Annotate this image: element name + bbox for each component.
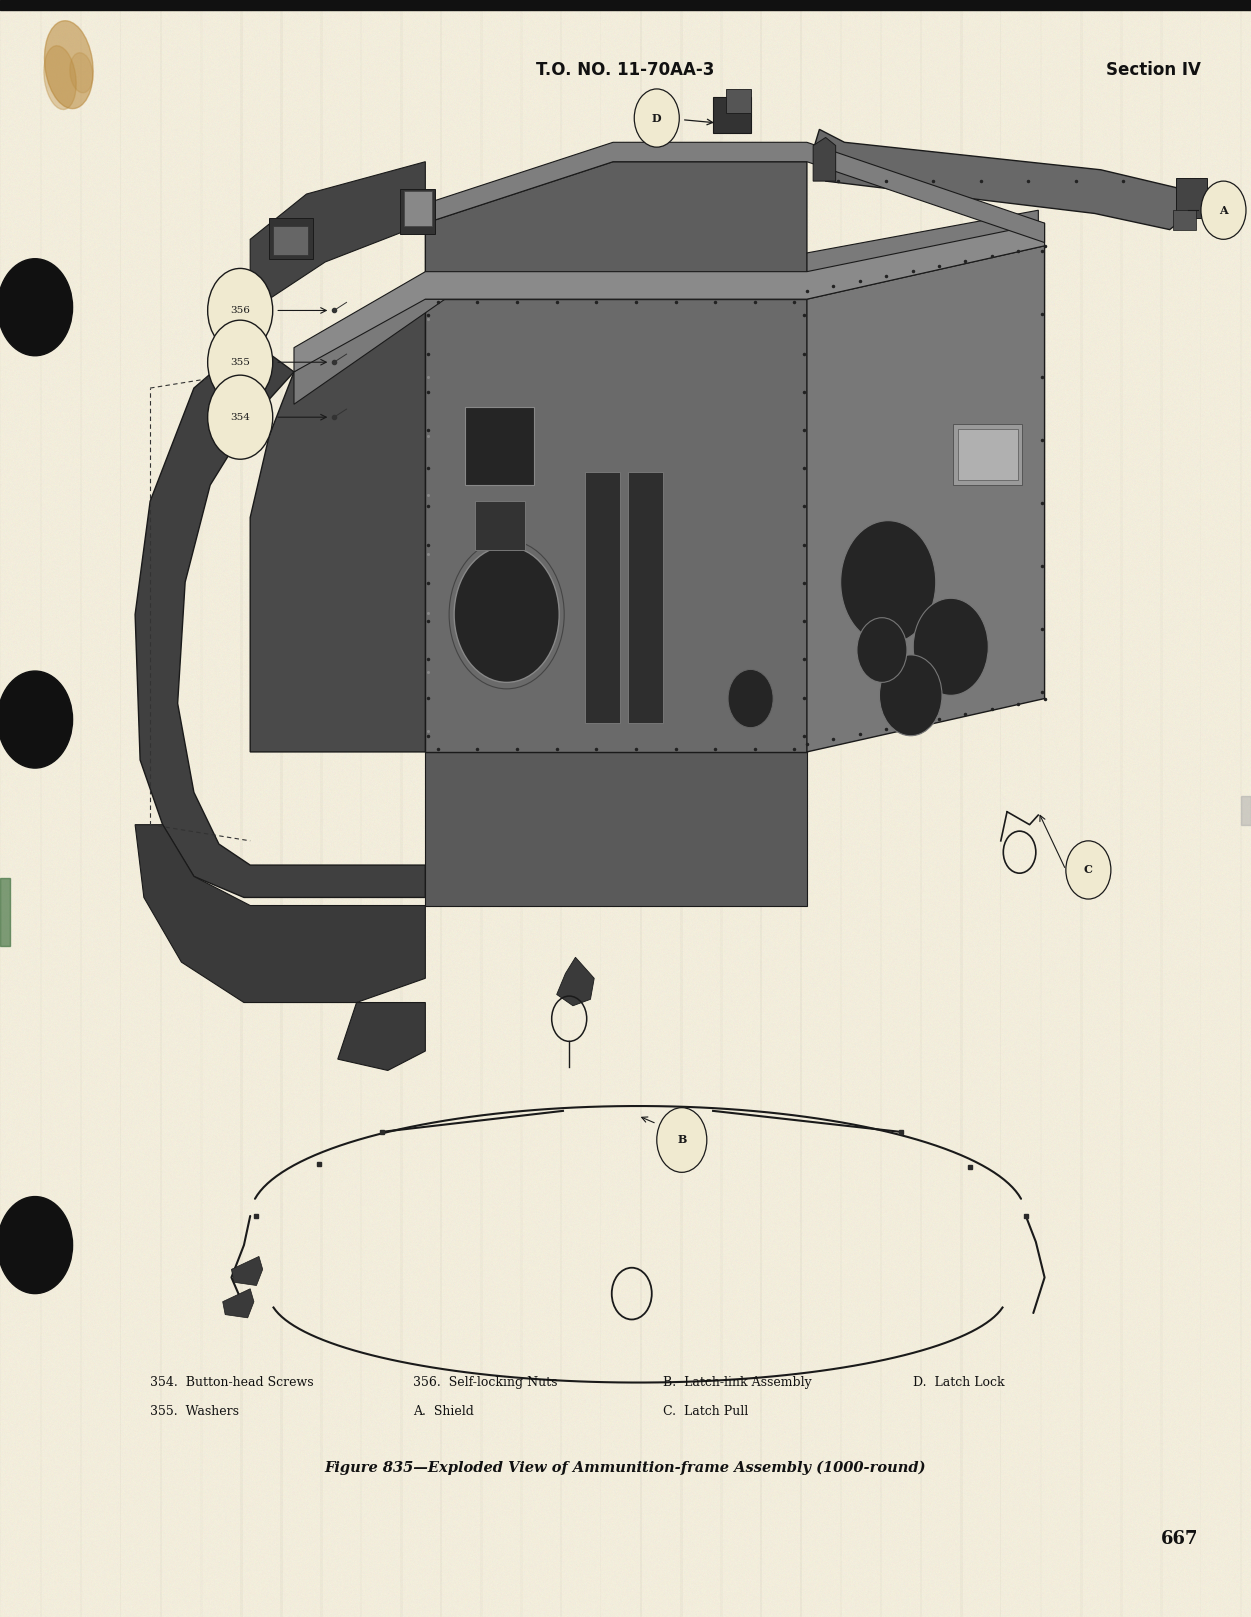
Bar [1176,178,1207,218]
Polygon shape [250,299,425,752]
Bar [0,0,1251,10]
Circle shape [841,521,936,644]
Bar [404,191,432,226]
Bar [1173,210,1196,230]
Text: 667: 667 [1161,1530,1198,1549]
Polygon shape [135,340,425,897]
Text: 354: 354 [230,412,250,422]
Text: B: B [677,1135,687,1145]
Circle shape [728,669,773,728]
Circle shape [0,1197,73,1294]
Text: C: C [1083,865,1093,875]
Polygon shape [811,129,1195,230]
Circle shape [857,618,907,682]
Bar [475,501,525,550]
Text: 356.  Self-locking Nuts: 356. Self-locking Nuts [413,1376,558,1389]
Bar [400,189,435,234]
Text: A: A [1220,205,1227,215]
Polygon shape [294,223,1045,372]
Bar [269,218,313,259]
Polygon shape [135,825,425,1003]
Polygon shape [425,142,1045,243]
Bar [465,407,534,485]
Ellipse shape [45,21,93,108]
Polygon shape [813,137,836,181]
Text: C.  Latch Pull: C. Latch Pull [663,1405,748,1418]
Text: 356: 356 [230,306,250,315]
Bar [958,429,1018,480]
Bar [726,89,751,113]
Circle shape [634,89,679,147]
Circle shape [1201,181,1246,239]
Polygon shape [425,752,807,906]
Polygon shape [294,210,1038,404]
Polygon shape [231,1256,263,1286]
Polygon shape [338,1003,425,1070]
Bar [628,472,663,723]
Circle shape [454,547,559,682]
Circle shape [0,259,73,356]
Polygon shape [807,246,1045,752]
Text: 354.  Button-head Screws: 354. Button-head Screws [150,1376,314,1389]
Bar [713,97,751,133]
Polygon shape [557,957,594,1006]
Text: D: D [652,113,662,123]
Bar [585,472,620,723]
Ellipse shape [70,53,93,92]
Text: T.O. NO. 11-70AA-3: T.O. NO. 11-70AA-3 [537,60,714,79]
Text: 355.  Washers: 355. Washers [150,1405,239,1418]
Text: Section IV: Section IV [1106,60,1201,79]
Text: 355: 355 [230,357,250,367]
Polygon shape [223,1289,254,1318]
Circle shape [657,1108,707,1172]
Polygon shape [425,162,807,299]
Circle shape [879,655,942,736]
Circle shape [208,268,273,353]
Polygon shape [250,162,425,372]
Polygon shape [425,299,807,752]
Circle shape [208,375,273,459]
Circle shape [208,320,273,404]
Ellipse shape [44,45,76,110]
Circle shape [0,671,73,768]
Text: A.  Shield: A. Shield [413,1405,474,1418]
Bar [0,878,10,946]
Bar [273,226,308,255]
Text: Figure 835—Exploded View of Ammunition-frame Assembly (1000-round): Figure 835—Exploded View of Ammunition-f… [325,1462,926,1475]
Circle shape [913,598,988,695]
Text: B.  Latch-link Assembly: B. Latch-link Assembly [663,1376,812,1389]
Circle shape [1066,841,1111,899]
Bar [1241,796,1251,825]
Text: D.  Latch Lock: D. Latch Lock [913,1376,1005,1389]
Bar [953,424,1022,485]
